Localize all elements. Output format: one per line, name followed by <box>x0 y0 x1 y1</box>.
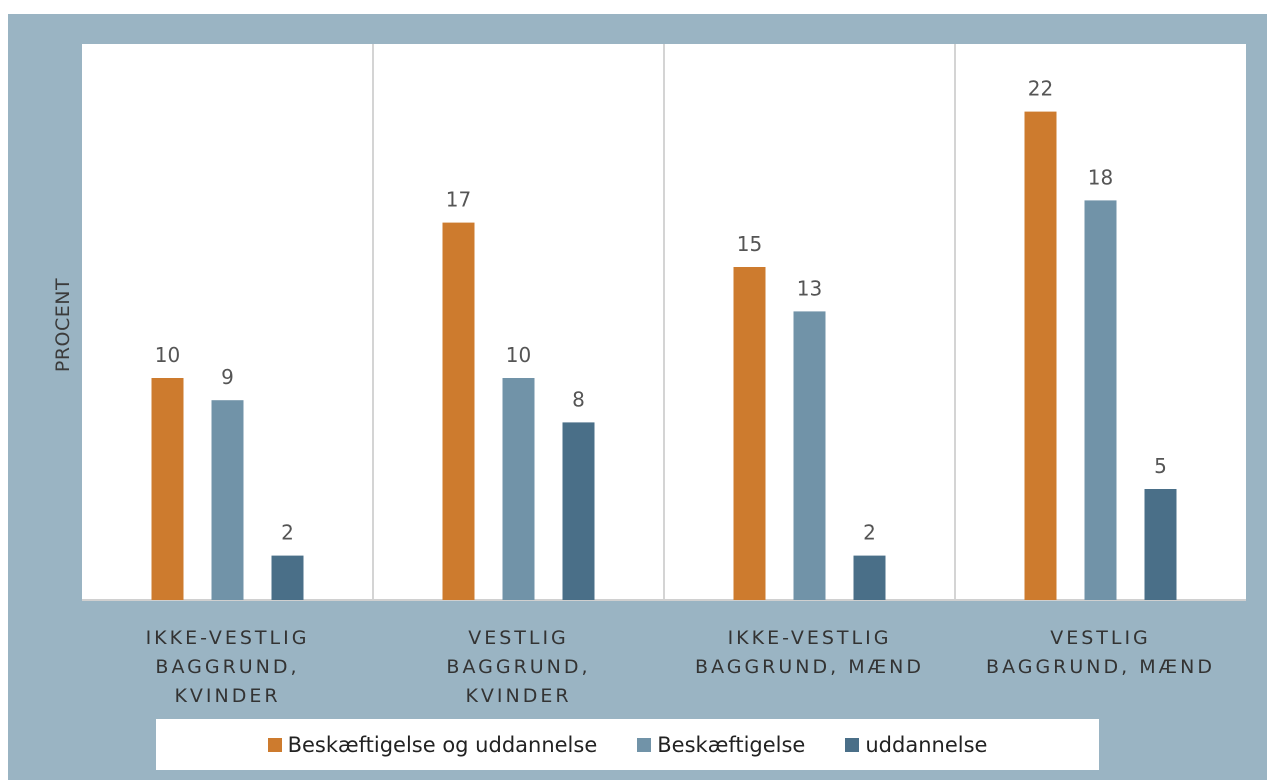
category-label-line: BAGGRUND, <box>155 656 300 678</box>
legend-swatch <box>637 737 652 752</box>
category-label-line: BAGGRUND, MÆND <box>695 656 924 678</box>
bar <box>271 555 304 600</box>
category-label: IKKE-VESTLIG BAGGRUND, KVINDER <box>88 624 368 711</box>
data-label: 10 <box>155 343 180 367</box>
bar <box>562 422 595 600</box>
bar <box>793 311 826 600</box>
data-label: 18 <box>1088 165 1113 189</box>
bar <box>211 400 244 600</box>
legend-swatch <box>267 737 282 752</box>
category-label: IKKE-VESTLIG BAGGRUND, MÆND <box>670 624 950 682</box>
bar <box>1024 111 1057 600</box>
data-label: 10 <box>506 343 531 367</box>
data-label: 17 <box>446 188 471 212</box>
category-label-line: IKKE-VESTLIG <box>727 627 892 649</box>
data-label: 22 <box>1028 77 1053 101</box>
category-label-line: BAGGRUND, <box>446 656 591 678</box>
data-label: 15 <box>737 232 762 256</box>
bar <box>733 267 766 600</box>
category-label-line: KVINDER <box>174 685 281 707</box>
legend: Beskæftigelse og uddannelse Beskæftigelse… <box>156 719 1099 770</box>
data-label: 2 <box>863 521 876 545</box>
legend-label: Beskæftigelse og uddannelse <box>287 732 598 757</box>
data-label: 9 <box>221 365 234 389</box>
data-label: 2 <box>281 521 294 545</box>
category-label-line: KVINDER <box>465 685 572 707</box>
category-label-line: IKKE-VESTLIG <box>145 627 310 649</box>
bar <box>502 378 535 600</box>
y-axis-label: PROCENT <box>52 277 74 373</box>
data-label: 8 <box>572 387 585 411</box>
legend-item: Beskæftigelse og uddannelse <box>267 732 598 757</box>
legend-label: Beskæftigelse <box>657 732 806 757</box>
category-label-line: BAGGRUND, MÆND <box>986 656 1215 678</box>
category-label: VESTLIG BAGGRUND, MÆND <box>961 624 1241 682</box>
bar <box>1144 489 1177 600</box>
legend-item: uddannelse <box>845 733 987 757</box>
legend-item: Beskæftigelse <box>637 733 805 757</box>
bar <box>1084 200 1117 600</box>
data-label: 5 <box>1154 454 1167 478</box>
bar <box>151 378 184 600</box>
bar <box>442 222 475 600</box>
legend-swatch <box>845 737 860 752</box>
data-label: 13 <box>797 276 822 300</box>
bar <box>853 555 886 600</box>
category-label-line: VESTLIG <box>468 627 569 649</box>
legend-label: uddannelse <box>865 732 988 757</box>
category-label-line: VESTLIG <box>1050 627 1151 649</box>
category-label: VESTLIG BAGGRUND, KVINDER <box>379 624 659 711</box>
